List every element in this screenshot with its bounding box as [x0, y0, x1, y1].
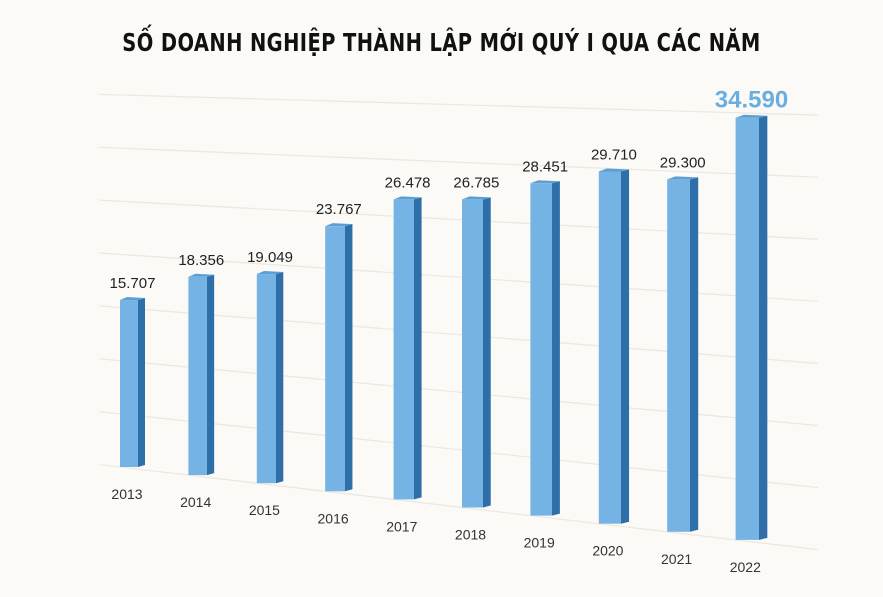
value-label: 28.451	[522, 158, 568, 175]
gridline	[99, 146, 818, 178]
year-label: 2022	[730, 559, 761, 575]
bar-2015	[256, 274, 276, 484]
bar-2022	[735, 117, 759, 540]
bar-top	[188, 273, 215, 277]
bar-2016	[325, 226, 345, 492]
value-label: 15.707	[110, 275, 156, 292]
bar-2014	[188, 276, 207, 476]
bar-2020	[598, 171, 621, 524]
bar-top	[256, 271, 284, 275]
year-label: 2018	[455, 527, 486, 543]
bar-top	[393, 196, 422, 200]
bar-2018	[462, 199, 483, 508]
bar-2019	[530, 183, 552, 516]
bar-side	[414, 197, 422, 500]
bar-side	[345, 224, 353, 492]
bar-side	[552, 181, 560, 516]
year-label: 2019	[524, 535, 555, 551]
bar-side	[276, 272, 284, 484]
value-label: 26.478	[385, 174, 431, 191]
gridline	[99, 93, 818, 116]
bar-top	[598, 168, 630, 172]
value-label: 29.300	[660, 154, 706, 171]
bar-top	[462, 196, 491, 200]
bar-side	[621, 169, 630, 524]
year-label: 2015	[249, 502, 280, 518]
bar-2021	[667, 179, 690, 532]
bar-2013	[120, 300, 138, 467]
bar-top	[667, 176, 699, 180]
year-label: 2021	[661, 551, 692, 567]
value-label: 23.767	[316, 201, 362, 218]
gridline	[99, 463, 818, 551]
value-label: 34.590	[715, 87, 788, 114]
year-label: 2014	[180, 494, 211, 510]
year-label: 2016	[318, 510, 349, 526]
bar-side	[483, 197, 491, 508]
chart-title: SỐ DOANH NGHIỆP THÀNH LẬP MỚI QUÝ I QUA …	[122, 28, 761, 57]
bar-top	[325, 223, 353, 227]
bar-side	[207, 274, 215, 476]
gridline	[99, 199, 818, 240]
bar-2017	[393, 199, 414, 500]
year-label: 2017	[386, 518, 417, 534]
bar-top	[530, 180, 560, 184]
bar-top	[120, 297, 145, 301]
value-label: 29.710	[591, 146, 637, 163]
bar-side	[759, 115, 768, 540]
bar-side	[690, 177, 699, 532]
value-label: 26.785	[453, 174, 499, 191]
bar-top	[735, 114, 768, 118]
value-label: 18.356	[178, 252, 224, 269]
year-label: 2013	[111, 486, 142, 502]
bar-side	[138, 298, 145, 467]
year-label: 2020	[592, 543, 623, 559]
value-label: 19.049	[247, 249, 293, 266]
